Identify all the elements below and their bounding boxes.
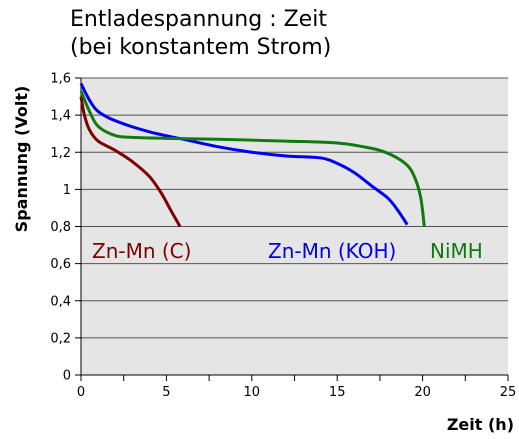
- y-tick-label: 1,6: [50, 72, 71, 87]
- y-tick-label: 1,2: [50, 146, 71, 161]
- x-tick-label: 10: [244, 385, 261, 400]
- chart-title-line-1: Entladespannung : Zeit: [70, 7, 327, 32]
- chart-title-line-2: (bei konstantem Strom): [70, 35, 331, 60]
- grid-lines: [81, 77, 508, 339]
- x-tick-label: 5: [162, 385, 170, 400]
- y-tick-label: 0,6: [50, 257, 71, 272]
- y-tick-label: 1: [63, 183, 71, 198]
- y-axis-label: Spannung (Volt): [12, 86, 31, 233]
- y-tick-label: 1,4: [50, 109, 71, 124]
- y-tick-label: 0,4: [50, 294, 71, 309]
- series-line-zn-mn-koh: [79, 82, 409, 226]
- x-tick-label: 25: [500, 385, 517, 400]
- x-tick-label: 15: [329, 385, 346, 400]
- series-label-zn-mn-koh: Zn-Mn (KOH): [268, 239, 396, 263]
- y-tick-label: 0: [63, 369, 71, 384]
- tick-marks: [75, 77, 509, 381]
- x-axis-label: Zeit (h): [447, 415, 514, 434]
- tick-labels: 0 0,2 0,4 0,6 0,8 1 1,2 1,4 1,6 0 5 10 15 20 25: [50, 72, 516, 401]
- x-tick-label: 0: [77, 385, 85, 400]
- series-lines: [79, 82, 426, 228]
- series-label-nimh: NiMH: [430, 239, 483, 263]
- y-tick-label: 0,8: [50, 220, 71, 235]
- series-labels: Zn-Mn (C) Zn-Mn (KOH) NiMH: [92, 239, 483, 263]
- series-line-nimh: [79, 90, 426, 227]
- y-tick-label: 0,2: [50, 331, 71, 346]
- x-tick-label: 20: [414, 385, 431, 400]
- series-label-zn-mn-c: Zn-Mn (C): [92, 239, 191, 263]
- series-line-zn-mn-c: [79, 96, 182, 228]
